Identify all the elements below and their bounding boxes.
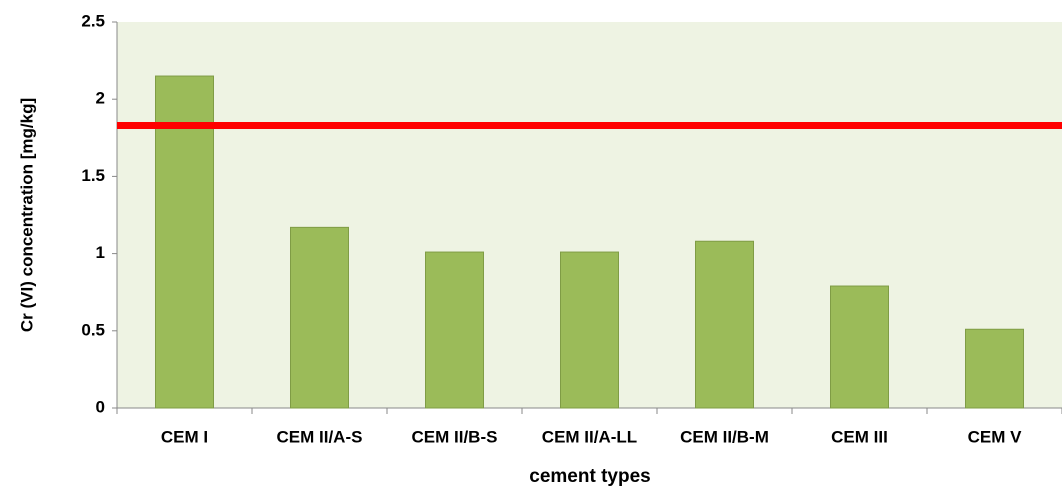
y-axis-label: Cr (VI) concentration [mg/kg] (17, 98, 36, 332)
bar (560, 251, 619, 409)
y-tick-label: 1 (96, 243, 105, 262)
bar (695, 240, 754, 409)
y-tick-label: 1.5 (81, 166, 105, 185)
x-axis-label: cement types (529, 466, 650, 487)
x-tick-label: CEM III (831, 427, 888, 446)
x-tick-label: CEM V (968, 427, 1023, 446)
y-tick-label: 0 (96, 397, 105, 416)
bar (965, 328, 1024, 409)
bar (155, 75, 214, 409)
bar (425, 251, 484, 409)
x-tick-label: CEM I (161, 427, 208, 446)
y-tick-label: 2.5 (81, 11, 105, 30)
x-tick-label: CEM II/A-LL (542, 427, 637, 446)
x-tick-label: CEM II/B-M (680, 427, 769, 446)
bar (290, 226, 349, 409)
x-tick-label: CEM II/A-S (277, 427, 363, 446)
y-tick-label: 2 (96, 89, 105, 108)
y-tick-label: 0.5 (81, 320, 105, 339)
bar (830, 285, 889, 409)
x-tick-label: CEM II/B-S (412, 427, 498, 446)
